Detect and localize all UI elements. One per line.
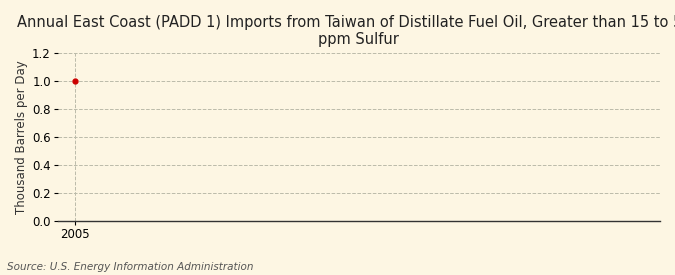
Y-axis label: Thousand Barrels per Day: Thousand Barrels per Day [15, 60, 28, 214]
Title: Annual East Coast (PADD 1) Imports from Taiwan of Distillate Fuel Oil, Greater t: Annual East Coast (PADD 1) Imports from … [17, 15, 675, 47]
Text: Source: U.S. Energy Information Administration: Source: U.S. Energy Information Administ… [7, 262, 253, 272]
